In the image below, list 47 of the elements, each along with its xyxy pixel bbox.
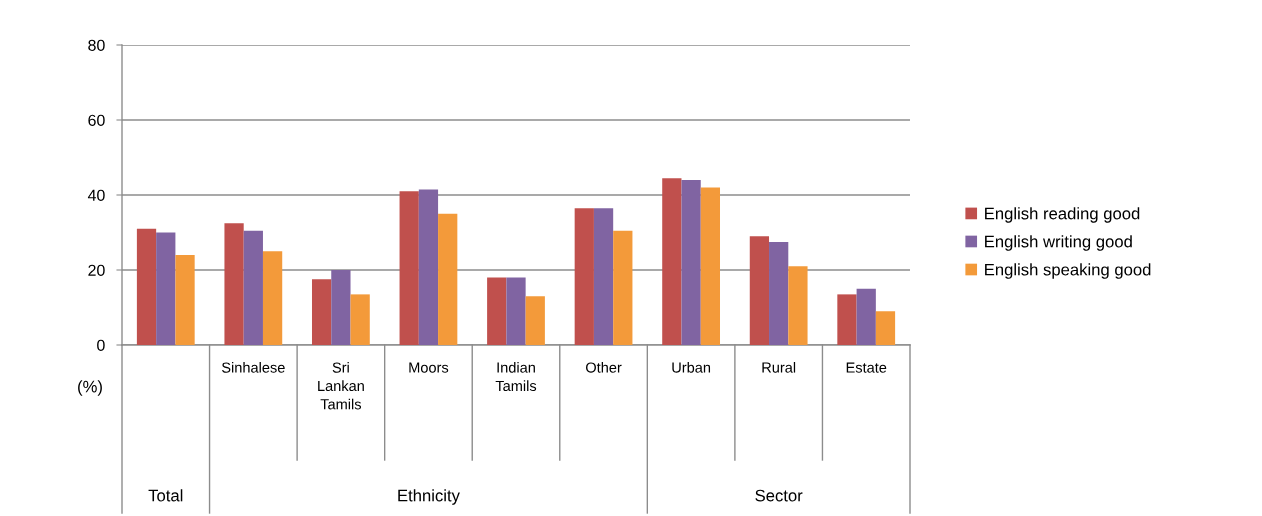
bar [749, 236, 770, 345]
x-tick-label: Sri Lankan Tamils [318, 362, 364, 410]
legend-label: English reading good [985, 207, 1140, 223]
y-tick-label: 40 [87, 189, 105, 201]
bar [700, 187, 720, 345]
bar [613, 230, 633, 345]
bar [224, 223, 244, 345]
bar [574, 208, 594, 345]
bar [875, 311, 896, 345]
x-tick-label: Estate [846, 362, 887, 373]
x-tick-label: Sinhalese [221, 362, 285, 373]
bar [662, 178, 682, 345]
x-tick-label: Moors [409, 362, 449, 373]
bar [681, 180, 701, 345]
bar [418, 189, 439, 345]
bar [593, 208, 614, 345]
bar [331, 270, 351, 345]
bar [399, 191, 419, 345]
x-tick-label: Rural [762, 362, 796, 373]
x-tick-label: Urban [672, 362, 711, 373]
y-axis-title: (%) [78, 380, 102, 396]
y-tick-label: 60 [88, 114, 105, 126]
x-tick-label: Indian Tamils [495, 362, 537, 392]
bar [262, 251, 283, 345]
text: Ethnicity [398, 489, 460, 505]
bar [506, 277, 526, 345]
bar [136, 228, 157, 345]
y-tick-label: 80 [88, 39, 105, 51]
text: Sector [755, 489, 803, 502]
bar [156, 232, 176, 345]
bar [525, 296, 545, 345]
bar [769, 241, 789, 345]
bar [175, 255, 195, 345]
bar [487, 277, 507, 345]
text: Total [148, 489, 183, 502]
bar [312, 279, 332, 345]
x-tick-label: Other [586, 362, 622, 373]
bar [438, 213, 458, 345]
bar [243, 230, 263, 345]
bar [788, 266, 808, 345]
bar [837, 294, 857, 345]
bar [350, 294, 370, 345]
bar [856, 288, 876, 345]
y-tick-label: 0 [97, 339, 105, 351]
legend-label: English writing good [985, 235, 1132, 251]
legend-label: English speaking good [985, 263, 1151, 279]
y-tick-label: 20 [88, 264, 105, 276]
